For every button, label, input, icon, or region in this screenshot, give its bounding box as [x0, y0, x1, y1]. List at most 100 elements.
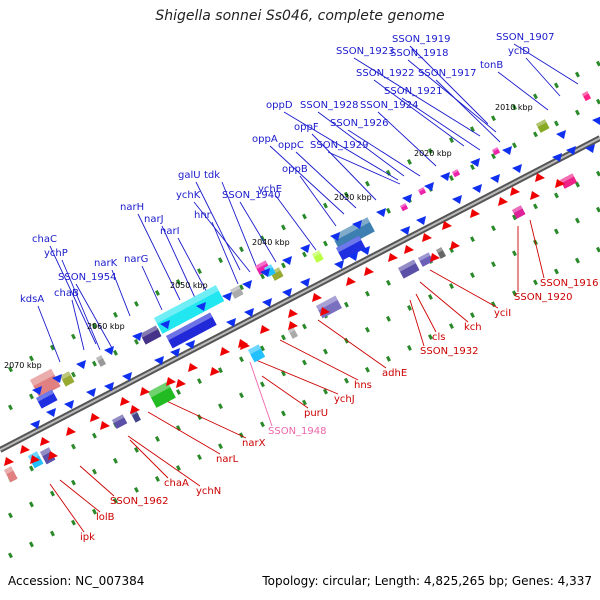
gene-dot	[554, 228, 559, 235]
gene-dot	[155, 476, 160, 482]
forward-gene-arrow	[334, 260, 344, 269]
forward-gene-arrow	[360, 246, 370, 255]
forward-gene-arrow	[46, 408, 56, 417]
gene-dot	[344, 301, 349, 308]
gene-dot	[428, 334, 433, 340]
gene-label-top: tonB	[480, 60, 503, 71]
gene-callout-line	[239, 201, 277, 263]
gene-callout-line	[37, 305, 61, 363]
gene-dot	[491, 225, 496, 232]
reverse-gene-arrow	[470, 209, 480, 218]
blue-feature-block	[36, 389, 58, 409]
gene-dot	[596, 246, 600, 253]
pink-feature-block	[400, 203, 409, 212]
reverse-gene-arrow	[535, 173, 545, 182]
gene-dot	[28, 541, 34, 548]
reverse-gene-arrow	[240, 341, 250, 350]
blue-feature-block	[336, 235, 366, 261]
gene-dot	[302, 251, 307, 258]
green-feature-block	[147, 381, 176, 408]
kbp-tick-label: 2020 kbp	[414, 149, 452, 158]
gene-label-top: SSON_1940	[222, 190, 281, 201]
forward-gene-arrow	[402, 194, 412, 203]
gene-callout-line	[317, 111, 405, 177]
gene-label-bottom: cls	[432, 332, 446, 343]
gene-dot	[259, 421, 265, 428]
violet-feature-block-shine	[139, 325, 158, 338]
gene-callout-line	[311, 133, 377, 201]
pink-feature-block	[452, 169, 461, 178]
feature-blocks-layer	[3, 91, 592, 483]
gene-dot	[281, 410, 286, 417]
olive-feature-block-shine	[60, 371, 71, 380]
gene-dot	[596, 206, 600, 213]
gene-label-top: SSON_1923	[336, 46, 395, 57]
gray-feature-block-shine	[230, 285, 241, 294]
gene-dot	[238, 356, 244, 363]
gene-dot	[71, 519, 76, 526]
gene-dot	[217, 367, 223, 374]
forward-gene-arrow	[490, 174, 500, 183]
violet-feature-block	[398, 259, 420, 279]
violet-feature-block-shine	[112, 414, 125, 424]
gene-dot	[449, 247, 454, 253]
gene-dot	[134, 446, 139, 453]
gene-callout-line	[409, 45, 489, 125]
forward-gene-arrow	[262, 298, 272, 307]
gene-callout-line	[401, 97, 481, 151]
topology-text: Topology: circular; Length: 4,825,265 bp…	[262, 574, 592, 588]
gene-dot	[386, 355, 391, 362]
pink-feature-block	[418, 187, 427, 196]
gene-label-bottom: adhE	[382, 368, 407, 379]
gene-label-top: oppC	[278, 140, 304, 151]
gene-dot	[322, 348, 328, 355]
gene-label-bottom: hns	[354, 380, 372, 391]
gene-dot	[364, 180, 370, 187]
reverse-gene-arrow	[288, 309, 298, 318]
gene-callout-line	[211, 221, 239, 285]
gene-dots-layer	[7, 60, 600, 559]
gene-dot	[28, 393, 34, 400]
gene-callout-line	[279, 339, 359, 381]
lime-feature-block	[312, 250, 324, 263]
gene-callout-line	[275, 195, 317, 251]
gene-dot	[113, 457, 118, 464]
forward-gene-arrow	[86, 388, 96, 397]
gene-dot	[134, 300, 139, 307]
gene-callout-line	[61, 259, 101, 351]
violet-feature-block	[39, 447, 56, 465]
forward-gene-arrow	[376, 208, 386, 217]
pink-feature-block	[581, 91, 592, 102]
gene-callout-line	[525, 57, 561, 97]
gene-dot	[49, 490, 55, 497]
olive-feature-block	[59, 371, 75, 387]
forward-gene-arrow	[242, 280, 252, 289]
gray-feature-block-shine	[287, 327, 295, 334]
callout-lines-layer	[37, 43, 579, 533]
gene-labels-layer: SSON_1907 yciD SSON_1919 SSON_1918SSON_1923…	[20, 32, 599, 543]
gene-dot	[323, 202, 328, 209]
pink-feature-block-face	[559, 173, 578, 189]
gene-dot	[554, 192, 559, 199]
gene-dot	[176, 279, 181, 285]
violet-feature-block	[316, 295, 342, 319]
gene-callout-line	[409, 299, 425, 347]
reverse-gene-arrow	[388, 253, 398, 262]
reverse-gene-arrow	[4, 457, 14, 466]
forward-gene-arrow	[32, 386, 42, 395]
gene-callout-line	[299, 175, 337, 227]
gene-dot	[302, 399, 307, 406]
forward-gene-arrow	[154, 356, 164, 365]
reverse-gene-arrow	[90, 413, 100, 422]
gene-dot	[134, 486, 139, 493]
reverse-gene-arrow	[20, 445, 30, 454]
reverse-gene-arrow	[66, 427, 76, 436]
forward-gene-arrow	[400, 226, 410, 235]
reverse-gene-arrow	[404, 245, 414, 254]
violet-feature-block-face	[139, 325, 162, 345]
salmon-feature-block-face	[4, 466, 18, 483]
gene-dot	[92, 322, 97, 329]
gene-dot	[533, 131, 538, 138]
gene-dot	[217, 403, 223, 410]
